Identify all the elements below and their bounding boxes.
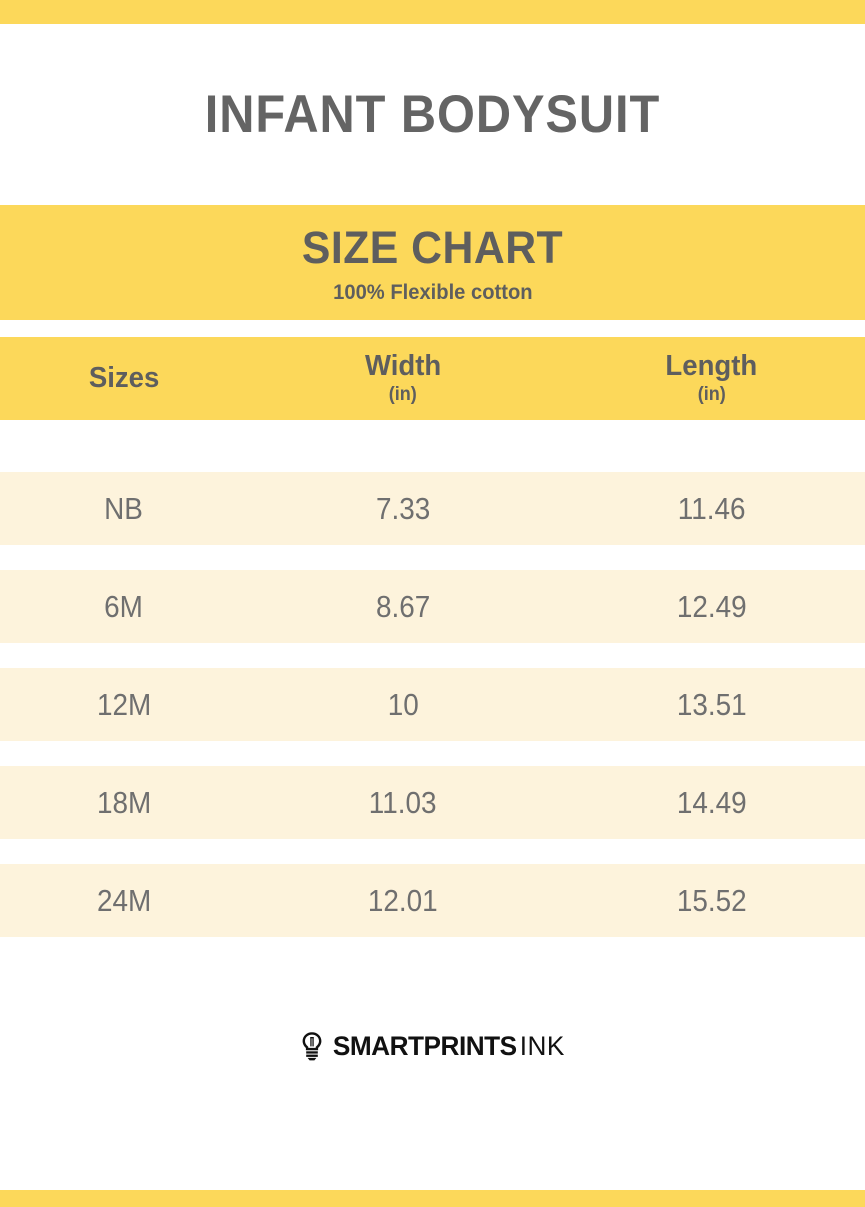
- row-spacer: [0, 839, 865, 864]
- page-title: INFANT BODYSUIT: [204, 85, 661, 144]
- cell-width-value: 10: [387, 687, 419, 722]
- product-title-section: INFANT BODYSUIT: [0, 24, 865, 205]
- table-row: 18M 11.03 14.49: [0, 766, 865, 839]
- bottom-accent-bar: [0, 1190, 865, 1207]
- column-header-sizes-label: Sizes: [88, 362, 160, 395]
- cell-width: 11.03: [248, 787, 558, 818]
- cell-size: 6M: [0, 591, 248, 622]
- size-chart-heading: SIZE CHART: [301, 222, 564, 274]
- cell-length-value: 15.52: [676, 883, 747, 918]
- cell-size-value: NB: [104, 491, 144, 526]
- cell-width: 12.01: [248, 885, 558, 916]
- brand-logo-text: SMARTPRINTS INK: [330, 1030, 566, 1061]
- row-spacer: [0, 741, 865, 766]
- lightbulb-icon: [299, 1031, 325, 1061]
- cell-length-value: 13.51: [676, 687, 747, 722]
- cell-length-value: 14.49: [676, 785, 747, 820]
- cell-size-value: 12M: [96, 687, 152, 722]
- column-header-sizes: Sizes: [0, 362, 248, 395]
- column-header-length: Length (in): [558, 351, 865, 405]
- banner-spacer: [0, 320, 865, 337]
- cell-length: 11.46: [558, 493, 865, 524]
- brand-name-secondary: INK: [520, 1030, 566, 1061]
- header-body-spacer: [0, 420, 865, 472]
- cell-size-value: 24M: [96, 883, 152, 918]
- cell-length-value: 12.49: [676, 589, 747, 624]
- column-header-width: Width (in): [248, 351, 558, 405]
- cell-width-value: 12.01: [368, 883, 438, 918]
- size-table: Sizes Width (in) Length (in) NB 7.33 11.…: [0, 337, 865, 937]
- cell-length: 14.49: [558, 787, 865, 818]
- cell-size: NB: [0, 493, 248, 524]
- cell-width: 10: [248, 689, 558, 720]
- cell-length: 13.51: [558, 689, 865, 720]
- table-row: 12M 10 13.51: [0, 668, 865, 741]
- cell-size-value: 18M: [96, 785, 152, 820]
- cell-size: 18M: [0, 787, 248, 818]
- cell-size: 12M: [0, 689, 248, 720]
- table-row: 6M 8.67 12.49: [0, 570, 865, 643]
- table-row: NB 7.33 11.46: [0, 472, 865, 545]
- cell-width-value: 11.03: [369, 785, 437, 820]
- cell-width: 7.33: [248, 493, 558, 524]
- row-spacer: [0, 643, 865, 668]
- cell-width: 8.67: [248, 591, 558, 622]
- column-header-width-unit: (in): [388, 383, 418, 405]
- row-spacer: [0, 545, 865, 570]
- cell-length: 12.49: [558, 591, 865, 622]
- column-header-width-label: Width: [364, 350, 442, 383]
- cell-length-value: 11.46: [677, 491, 746, 526]
- brand-name-primary: SMARTPRINTS: [332, 1030, 517, 1061]
- cell-width-value: 8.67: [375, 589, 431, 624]
- column-header-length-label: Length: [665, 350, 758, 383]
- column-header-length-unit: (in): [697, 383, 726, 405]
- table-header-row: Sizes Width (in) Length (in): [0, 337, 865, 420]
- cell-width-value: 7.33: [375, 491, 431, 526]
- cell-length: 15.52: [558, 885, 865, 916]
- table-row: 24M 12.01 15.52: [0, 864, 865, 937]
- cell-size-value: 6M: [104, 589, 144, 624]
- brand-logo: SMARTPRINTS INK: [299, 1031, 566, 1061]
- material-subtitle: 100% Flexible cotton: [332, 280, 533, 304]
- brand-logo-section: SMARTPRINTS INK: [0, 937, 865, 1207]
- size-chart-banner: SIZE CHART 100% Flexible cotton: [0, 205, 865, 320]
- top-accent-bar: [0, 0, 865, 24]
- cell-size: 24M: [0, 885, 248, 916]
